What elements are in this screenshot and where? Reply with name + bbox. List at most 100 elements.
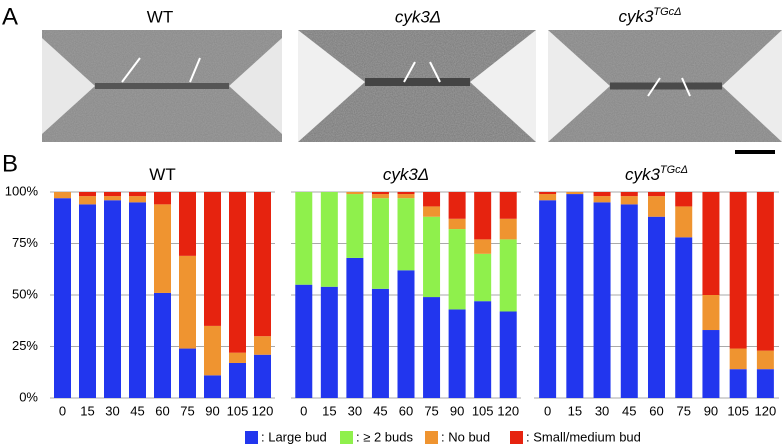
image-title: WT: [147, 7, 173, 26]
x-tick-label: 120: [755, 403, 777, 418]
legend-swatch: [425, 431, 438, 444]
y-tick-label: 100%: [5, 183, 39, 198]
bar-segment: [397, 270, 415, 398]
bar-segment: [129, 202, 146, 398]
y-tick-label: 75%: [12, 235, 38, 250]
image-title: cyk3Δ: [395, 7, 441, 26]
bar-segment: [154, 192, 171, 205]
bar-segment: [675, 192, 693, 207]
x-tick-label: 0: [59, 403, 66, 418]
bar-segment: [566, 192, 584, 195]
bar-segment: [229, 362, 246, 398]
bar-segment: [448, 218, 466, 230]
y-tick-label: 25%: [12, 338, 38, 353]
x-tick-label: 75: [180, 403, 194, 418]
bar-segment: [620, 192, 638, 197]
bar-segment: [448, 229, 466, 310]
bar-segment: [423, 192, 441, 207]
bar-segment: [371, 288, 389, 398]
x-tick-label: 60: [399, 403, 413, 418]
bar-segment: [729, 192, 747, 349]
bar-segment: [539, 194, 557, 201]
chart-title: WT: [149, 165, 175, 184]
micrograph: [42, 30, 282, 142]
bar-segment: [371, 198, 389, 289]
x-tick-label: 30: [348, 403, 362, 418]
bar-segment: [79, 204, 96, 398]
legend-swatch: [245, 431, 258, 444]
bar-segment: [474, 253, 492, 302]
bar-segment: [295, 284, 313, 398]
micrograph: [298, 30, 536, 142]
x-tick-label: 75: [676, 403, 690, 418]
bar-segment: [179, 348, 196, 398]
bar-segment: [346, 257, 364, 398]
bar-segment: [397, 192, 415, 195]
bar-segment: [254, 354, 271, 398]
bar-segment: [729, 348, 747, 370]
x-tick-label: 120: [497, 403, 519, 418]
legend-swatch: [510, 431, 523, 444]
image-title: cyk3TGcΔ: [618, 6, 681, 27]
bar-segment: [104, 192, 121, 197]
bar-segment: [204, 192, 221, 326]
bar-segment: [254, 192, 271, 337]
bar-segment: [620, 196, 638, 205]
x-tick-label: 90: [704, 403, 718, 418]
bar-segment: [254, 336, 271, 355]
micrograph: [548, 30, 782, 142]
bar-segment: [756, 192, 774, 351]
x-tick-label: 105: [227, 403, 249, 418]
x-tick-label: 45: [130, 403, 144, 418]
x-tick-label: 60: [155, 403, 169, 418]
bar-segment: [675, 206, 693, 238]
x-tick-label: 30: [595, 403, 609, 418]
bar-segment: [539, 192, 557, 195]
bar-segment: [204, 375, 221, 398]
x-tick-label: 120: [252, 403, 274, 418]
x-tick-label: 15: [568, 403, 582, 418]
bar-segment: [371, 192, 389, 195]
title-main: cyk3Δ: [383, 165, 429, 184]
x-tick-label: 105: [472, 403, 494, 418]
bar-segment: [474, 301, 492, 398]
legend-label: : Small/medium bud: [526, 429, 641, 444]
bar-segment: [448, 309, 466, 398]
bar-segment: [129, 192, 146, 197]
chart-title: cyk3Δ: [383, 165, 429, 184]
bar-segment: [423, 297, 441, 398]
panel-label: A: [2, 3, 18, 30]
bar-segment: [474, 192, 492, 240]
title-sup: TGcΔ: [653, 6, 681, 18]
bar-segment: [154, 204, 171, 293]
x-tick-label: 30: [105, 403, 119, 418]
bar-segment: [104, 200, 121, 398]
bar-segment: [179, 255, 196, 349]
bar-segment: [129, 196, 146, 203]
bar-segment: [756, 350, 774, 370]
bar-segment: [620, 204, 638, 398]
legend-swatch: [340, 431, 353, 444]
bar-segment: [648, 196, 665, 217]
panel-label: B: [2, 150, 18, 177]
bar-segment: [499, 239, 517, 312]
y-tick-label: 0%: [19, 389, 38, 404]
bar-segment: [729, 369, 747, 398]
bar-segment: [295, 192, 313, 285]
x-tick-label: 90: [450, 403, 464, 418]
bar-segment: [448, 192, 466, 219]
x-tick-label: 60: [649, 403, 663, 418]
legend-label: : Large bud: [261, 429, 327, 444]
bar-segment: [648, 192, 665, 197]
x-tick-label: 45: [622, 403, 636, 418]
bar-segment: [346, 192, 364, 195]
bar-segment: [593, 196, 611, 203]
y-tick-label: 50%: [12, 286, 38, 301]
x-tick-label: 105: [727, 403, 749, 418]
bar-segment: [154, 292, 171, 398]
bar-segment: [320, 286, 338, 398]
bar-segment: [499, 192, 517, 219]
bar-segment: [54, 198, 71, 398]
bar-segment: [423, 216, 441, 298]
